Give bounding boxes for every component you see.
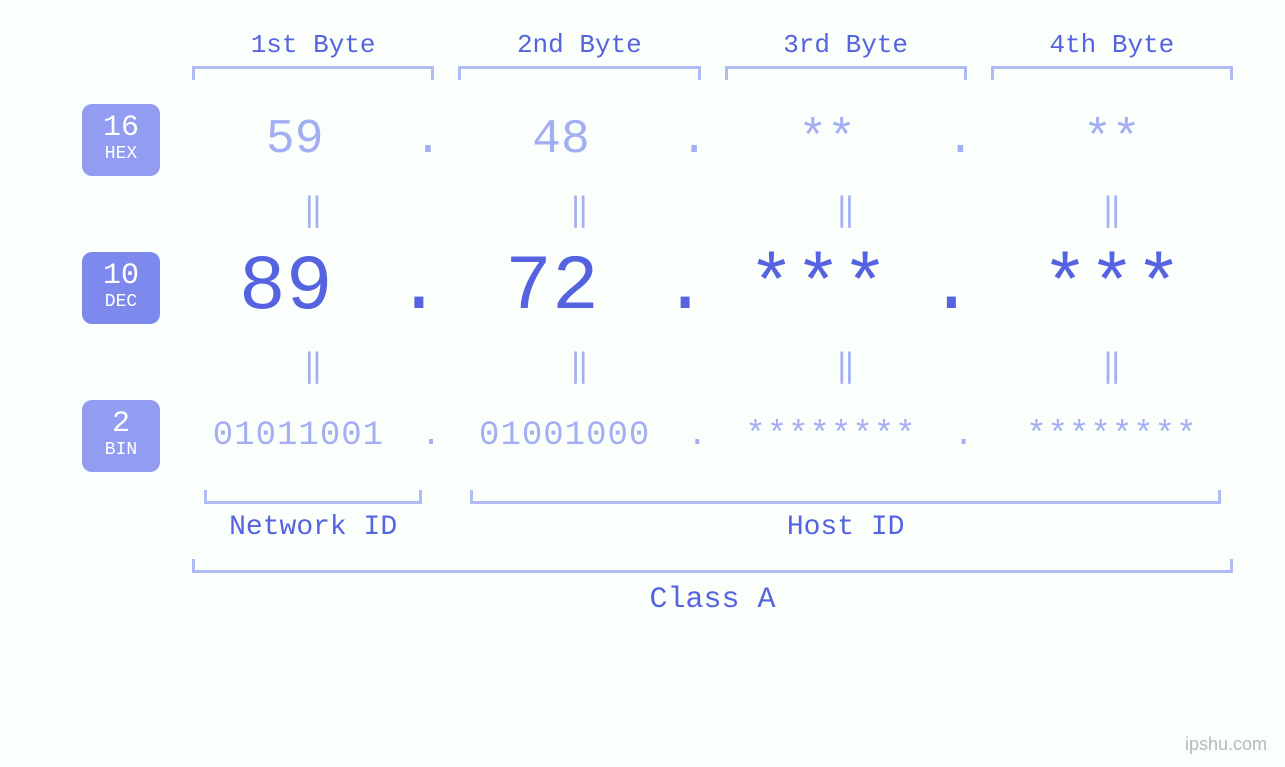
dec-byte-1: 89 [180, 244, 391, 332]
dec-row: 10 DEC 89. 72. ***. *** [40, 244, 1245, 332]
hex-byte-4: ** [979, 113, 1245, 167]
equals-icon: ‖ [180, 190, 446, 230]
byte-bracket-3 [725, 66, 967, 80]
dec-byte-3: *** [713, 244, 924, 332]
dot-icon: . [676, 113, 713, 167]
hex-byte-2: 48 [446, 113, 675, 167]
bin-badge: 2 BIN [82, 400, 160, 472]
bin-byte-3: ******** [713, 417, 950, 455]
network-id-bracket [204, 490, 422, 504]
watermark: ipshu.com [1185, 734, 1267, 755]
network-id-label: Network ID [192, 512, 434, 543]
dot-icon: . [391, 244, 446, 332]
dot-icon: . [942, 113, 979, 167]
equals-icon: ‖ [979, 346, 1245, 386]
equals-icon: ‖ [180, 346, 446, 386]
byte-bracket-2 [458, 66, 700, 80]
equals-icon: ‖ [979, 190, 1245, 230]
bin-base-num: 2 [112, 409, 130, 439]
bin-base-name: BIN [105, 439, 137, 462]
id-group: Network ID Host ID [40, 490, 1245, 543]
equals-icon: ‖ [713, 190, 979, 230]
byte-bracket-4 [991, 66, 1233, 80]
dec-base-num: 10 [103, 261, 139, 291]
dec-byte-4: *** [979, 244, 1245, 332]
equals-row-2: ‖ ‖ ‖ ‖ [40, 346, 1245, 386]
bin-byte-1: 01011001 [180, 417, 417, 455]
dot-icon: . [417, 417, 446, 455]
equals-row-1: ‖ ‖ ‖ ‖ [40, 190, 1245, 230]
byte-bracket-1 [192, 66, 434, 80]
equals-icon: ‖ [446, 190, 712, 230]
ip-diagram: 1st Byte 2nd Byte 3rd Byte 4th Byte 16 H… [0, 0, 1285, 767]
byte-header-row: 1st Byte 2nd Byte 3rd Byte 4th Byte [40, 30, 1245, 80]
class-label: Class A [180, 583, 1245, 617]
byte-label-3: 3rd Byte [713, 30, 979, 60]
host-id-bracket [470, 490, 1221, 504]
equals-icon: ‖ [446, 346, 712, 386]
bin-row: 2 BIN 01011001. 01001000. ********. ****… [40, 400, 1245, 472]
dec-badge: 10 DEC [82, 252, 160, 324]
host-id-label: Host ID [458, 512, 1233, 543]
dot-icon: . [409, 113, 446, 167]
hex-byte-1: 59 [180, 113, 409, 167]
hex-base-num: 16 [103, 113, 139, 143]
dot-icon: . [949, 417, 978, 455]
dec-byte-2: 72 [446, 244, 657, 332]
class-bracket [192, 559, 1233, 573]
dot-icon: . [658, 244, 713, 332]
hex-badge: 16 HEX [82, 104, 160, 176]
byte-label-4: 4th Byte [979, 30, 1245, 60]
dec-base-name: DEC [105, 291, 137, 314]
bin-byte-4: ******** [979, 417, 1245, 455]
bin-byte-2: 01001000 [446, 417, 683, 455]
dot-icon: . [924, 244, 979, 332]
class-group: Class A [40, 559, 1245, 617]
hex-row: 16 HEX 59. 48. **. ** [40, 104, 1245, 176]
hex-byte-3: ** [713, 113, 942, 167]
byte-label-1: 1st Byte [180, 30, 446, 60]
equals-icon: ‖ [713, 346, 979, 386]
hex-base-name: HEX [105, 143, 137, 166]
byte-label-2: 2nd Byte [446, 30, 712, 60]
dot-icon: . [683, 417, 712, 455]
